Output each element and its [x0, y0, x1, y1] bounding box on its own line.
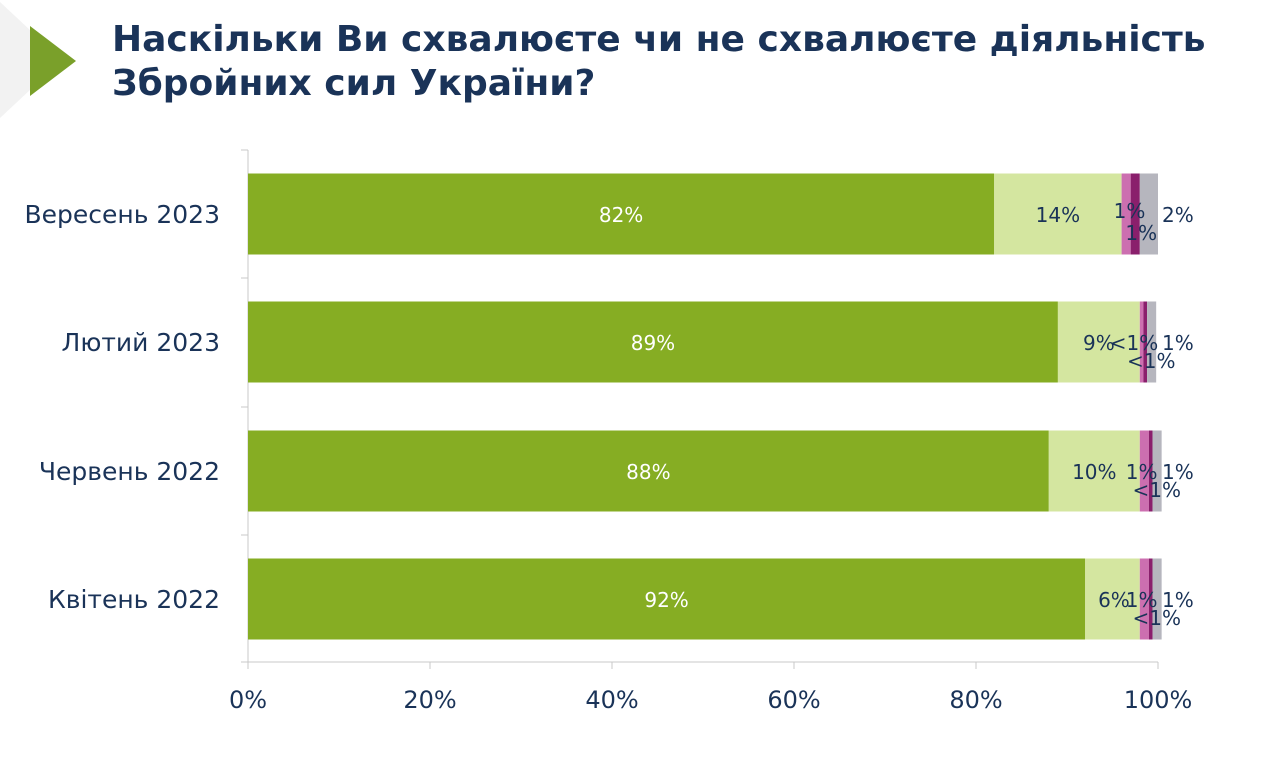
x-tick-label: 80%: [949, 686, 1002, 714]
bar-segment: [1048, 430, 1140, 512]
x-tick-label: 60%: [767, 686, 820, 714]
bar-segment: [1148, 558, 1153, 640]
data-label: 14%: [1036, 203, 1080, 227]
data-label: 1%: [1162, 588, 1194, 612]
data-label: 92%: [644, 588, 688, 612]
category-label: Квітень 2022: [48, 585, 220, 614]
x-tick-label: 0%: [229, 686, 267, 714]
bar-segment: [248, 301, 1058, 383]
chart-title: Наскільки Ви схвалюєте чи не схвалюєте д…: [112, 18, 1212, 106]
data-label: <1%: [1132, 478, 1181, 502]
x-tick-label: 40%: [585, 686, 638, 714]
category-label: Лютий 2023: [62, 328, 220, 357]
bar-segment: [994, 173, 1122, 255]
data-label: 1%: [1125, 221, 1157, 245]
category-label: Вересень 2023: [24, 200, 220, 229]
bar-segment: [1139, 430, 1149, 512]
bar-segment: [1139, 173, 1158, 255]
data-label: 6%: [1098, 588, 1130, 612]
data-label: 1%: [1126, 460, 1158, 484]
data-label: <1%: [1127, 349, 1176, 373]
bar-segment: [248, 430, 1049, 512]
bar-segment: [248, 558, 1086, 640]
bar-segment: [1130, 173, 1140, 255]
category-label: Червень 2022: [39, 457, 220, 486]
x-tick-label: 100%: [1124, 686, 1193, 714]
bar-segment: [1152, 558, 1162, 640]
chart-title-line-2: Збройних сил України?: [112, 63, 596, 104]
data-label: <1%: [1110, 331, 1159, 355]
data-label: 1%: [1126, 588, 1158, 612]
chart-title-line-1: Наскільки Ви схвалюєте чи не схвалюєте д…: [112, 19, 1206, 60]
play-arrow-icon: [30, 26, 76, 96]
data-label: <1%: [1132, 606, 1181, 630]
bar-segment: [1152, 430, 1162, 512]
bar-segment: [1121, 173, 1131, 255]
bar-segment: [1139, 301, 1144, 383]
bar-segment: [248, 173, 995, 255]
bar-segment: [1147, 301, 1157, 383]
data-label: 82%: [599, 203, 643, 227]
bar-segment: [1085, 558, 1140, 640]
bar-segment: [1139, 558, 1149, 640]
data-label: 2%: [1162, 203, 1194, 227]
data-label: 9%: [1083, 331, 1115, 355]
data-label: 88%: [626, 460, 670, 484]
data-label: 1%: [1162, 331, 1194, 355]
data-label: 10%: [1072, 460, 1116, 484]
data-label: 89%: [631, 331, 675, 355]
data-label: 1%: [1114, 199, 1146, 223]
data-label: 1%: [1162, 460, 1194, 484]
bar-segment: [1143, 301, 1148, 383]
x-tick-label: 20%: [403, 686, 456, 714]
bar-segment: [1148, 430, 1153, 512]
bar-segment: [1057, 301, 1140, 383]
